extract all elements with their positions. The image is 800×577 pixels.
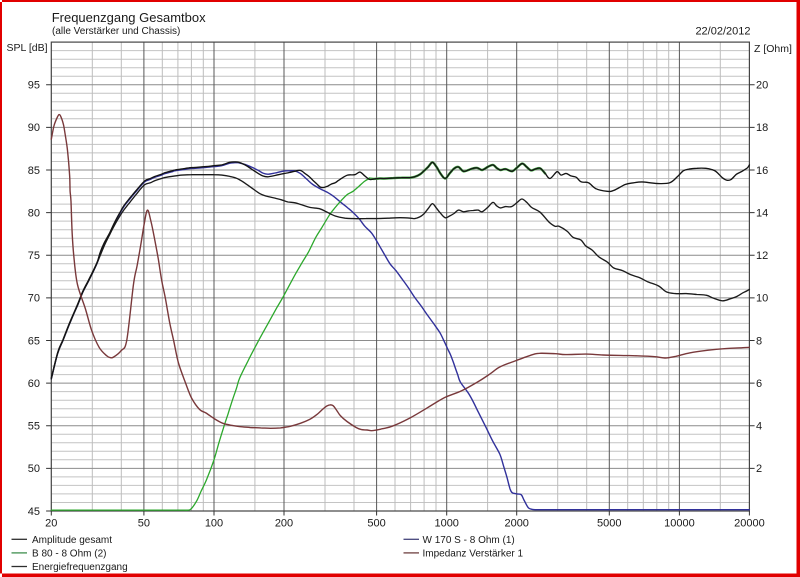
svg-text:70: 70 <box>28 293 40 305</box>
svg-text:200: 200 <box>275 517 293 529</box>
svg-text:B 80 - 8 Ohm (2): B 80 - 8 Ohm (2) <box>32 549 106 560</box>
svg-text:W 170 S - 8 Ohm (1): W 170 S - 8 Ohm (1) <box>423 535 515 546</box>
svg-text:1000: 1000 <box>434 517 458 529</box>
svg-text:5000: 5000 <box>597 517 621 529</box>
svg-text:20: 20 <box>756 80 768 92</box>
svg-text:16: 16 <box>756 165 768 177</box>
svg-text:100: 100 <box>205 517 223 529</box>
svg-text:6: 6 <box>756 378 762 390</box>
svg-text:95: 95 <box>28 80 40 92</box>
svg-text:55: 55 <box>28 421 40 433</box>
svg-text:12: 12 <box>756 250 768 262</box>
svg-text:50: 50 <box>138 517 150 529</box>
svg-text:60: 60 <box>28 378 40 390</box>
svg-text:65: 65 <box>28 335 40 347</box>
svg-text:10: 10 <box>756 293 768 305</box>
svg-text:50: 50 <box>28 463 40 475</box>
svg-text:18: 18 <box>756 122 768 134</box>
svg-text:45: 45 <box>28 506 40 518</box>
svg-text:14: 14 <box>756 207 768 219</box>
svg-text:SPL [dB]: SPL [dB] <box>7 42 48 54</box>
svg-text:2000: 2000 <box>504 517 528 529</box>
svg-text:10000: 10000 <box>664 517 695 529</box>
svg-text:20: 20 <box>45 517 57 529</box>
svg-text:Impedanz Verstärker 1: Impedanz Verstärker 1 <box>423 549 524 560</box>
svg-text:4: 4 <box>756 421 762 433</box>
svg-text:90: 90 <box>28 122 40 134</box>
svg-text:8: 8 <box>756 335 762 347</box>
svg-text:(alle Verstärker und Chassis): (alle Verstärker und Chassis) <box>52 26 180 37</box>
svg-text:22/02/2012: 22/02/2012 <box>695 26 750 38</box>
svg-text:20000: 20000 <box>734 517 765 529</box>
svg-text:80: 80 <box>28 207 40 219</box>
svg-text:75: 75 <box>28 250 40 262</box>
svg-text:2: 2 <box>756 463 762 475</box>
svg-text:Amplitude gesamt: Amplitude gesamt <box>32 535 112 546</box>
svg-text:Z [Ohm]: Z [Ohm] <box>754 43 792 55</box>
svg-text:85: 85 <box>28 165 40 177</box>
svg-text:Energiefrequenzgang: Energiefrequenzgang <box>32 562 128 573</box>
svg-text:500: 500 <box>367 517 385 529</box>
svg-text:Frequenzgang Gesamtbox: Frequenzgang Gesamtbox <box>52 10 206 25</box>
